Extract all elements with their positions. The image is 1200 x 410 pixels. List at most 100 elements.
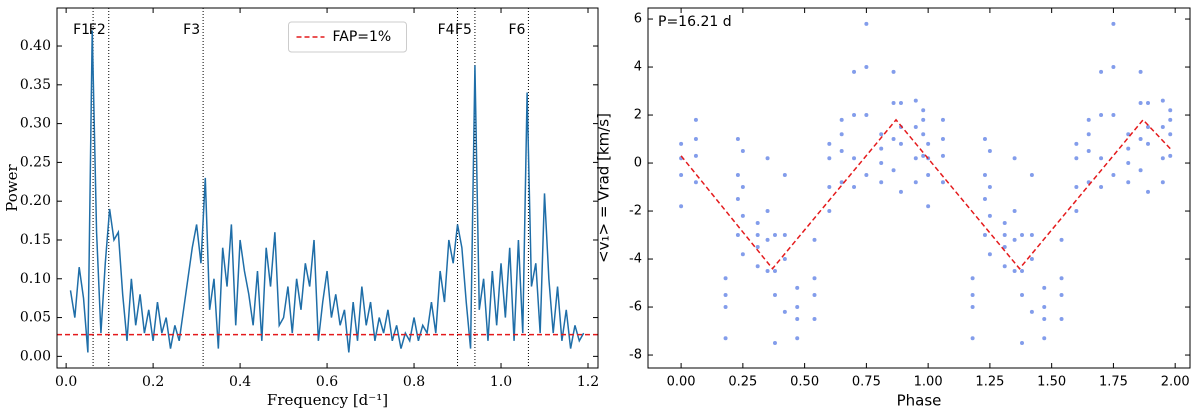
data-point	[921, 108, 926, 113]
data-point	[1002, 221, 1007, 226]
data-point	[795, 336, 800, 341]
marker-label: F1	[73, 22, 90, 38]
data-point	[1020, 341, 1025, 346]
x-axis-label: Phase	[897, 392, 942, 410]
data-point	[852, 113, 857, 118]
y-tick-label: -2	[629, 204, 642, 219]
data-point	[982, 197, 987, 202]
data-point	[795, 317, 800, 322]
x-tick-label: 0.75	[852, 375, 881, 390]
data-point	[864, 65, 869, 70]
x-tick-label: 2.00	[1161, 375, 1190, 390]
data-point	[1042, 336, 1047, 341]
data-point	[1012, 156, 1017, 161]
data-point	[926, 173, 931, 178]
marker-label: F5	[455, 22, 472, 38]
data-point	[898, 189, 903, 194]
x-tick-label: 0.00	[667, 375, 696, 390]
data-point	[987, 252, 992, 257]
data-point	[970, 293, 975, 298]
data-point	[1111, 65, 1116, 70]
data-point	[921, 153, 926, 158]
data-point	[1059, 293, 1064, 298]
data-point	[827, 209, 832, 214]
data-point	[827, 185, 832, 190]
data-line	[680, 118, 1171, 270]
data-point	[1099, 69, 1104, 74]
data-point	[1020, 293, 1025, 298]
data-point	[940, 153, 945, 158]
data-point	[1020, 233, 1025, 238]
data-point	[1111, 21, 1116, 26]
data-point	[795, 285, 800, 290]
data-point	[1168, 153, 1173, 158]
data-point	[1126, 161, 1131, 166]
x-axis-label: Frequency [d⁻¹]	[267, 391, 388, 409]
data-point	[765, 156, 770, 161]
data-point	[723, 336, 728, 341]
data-point	[827, 141, 832, 146]
data-point	[913, 125, 918, 130]
data-point	[679, 173, 684, 178]
data-point	[1059, 317, 1064, 322]
data-point	[1012, 237, 1017, 242]
data-point	[864, 21, 869, 26]
annotation: P=16.21 d	[658, 14, 732, 30]
data-point	[1012, 269, 1017, 274]
marker-label: F6	[508, 22, 525, 38]
data-point	[772, 341, 777, 346]
x-tick-label: 1.50	[1037, 375, 1066, 390]
y-axis-label: Power	[3, 163, 21, 211]
y-tick-label: 0	[634, 156, 642, 171]
data-point	[1146, 125, 1151, 130]
y-tick-label: -8	[629, 348, 642, 363]
y-tick-label: 2	[634, 108, 642, 123]
data-point	[987, 149, 992, 154]
data-point	[1138, 168, 1143, 173]
marker-label: F3	[183, 22, 200, 38]
data-point	[852, 156, 857, 161]
data-point	[940, 117, 945, 122]
data-point	[921, 132, 926, 137]
data-point	[765, 237, 770, 242]
data-point	[970, 305, 975, 310]
data-point	[1160, 180, 1165, 185]
data-point	[693, 117, 698, 122]
data-point	[891, 101, 896, 106]
data-point	[891, 137, 896, 142]
data-point	[1099, 113, 1104, 118]
data-point	[693, 137, 698, 142]
data-point	[1138, 69, 1143, 74]
data-point	[723, 305, 728, 310]
legend-label: FAP=1%	[333, 29, 392, 45]
data-point	[772, 293, 777, 298]
data-point	[1042, 305, 1047, 310]
data-point	[1086, 132, 1091, 137]
data-point	[772, 269, 777, 274]
data-point	[982, 173, 987, 178]
data-point	[864, 113, 869, 118]
data-point	[735, 233, 740, 238]
data-point	[795, 305, 800, 310]
data-point	[913, 98, 918, 103]
data-point	[898, 101, 903, 106]
data-point	[1126, 180, 1131, 185]
data-point	[735, 197, 740, 202]
data-point	[812, 237, 817, 242]
data-point	[1059, 276, 1064, 281]
data-point	[982, 233, 987, 238]
data-point	[1002, 264, 1007, 269]
data-point	[898, 141, 903, 146]
data-point	[1074, 141, 1079, 146]
data-point	[987, 185, 992, 190]
y-tick-label: 0.20	[20, 193, 51, 209]
x-tick-label: 0.0	[55, 374, 77, 390]
y-tick-label: -4	[629, 252, 642, 267]
data-point	[1146, 189, 1151, 194]
marker-label: F2	[89, 22, 106, 38]
data-point	[926, 141, 931, 146]
data-point	[987, 213, 992, 218]
data-point	[1002, 245, 1007, 250]
data-point	[1020, 269, 1025, 274]
data-point	[1002, 233, 1007, 238]
